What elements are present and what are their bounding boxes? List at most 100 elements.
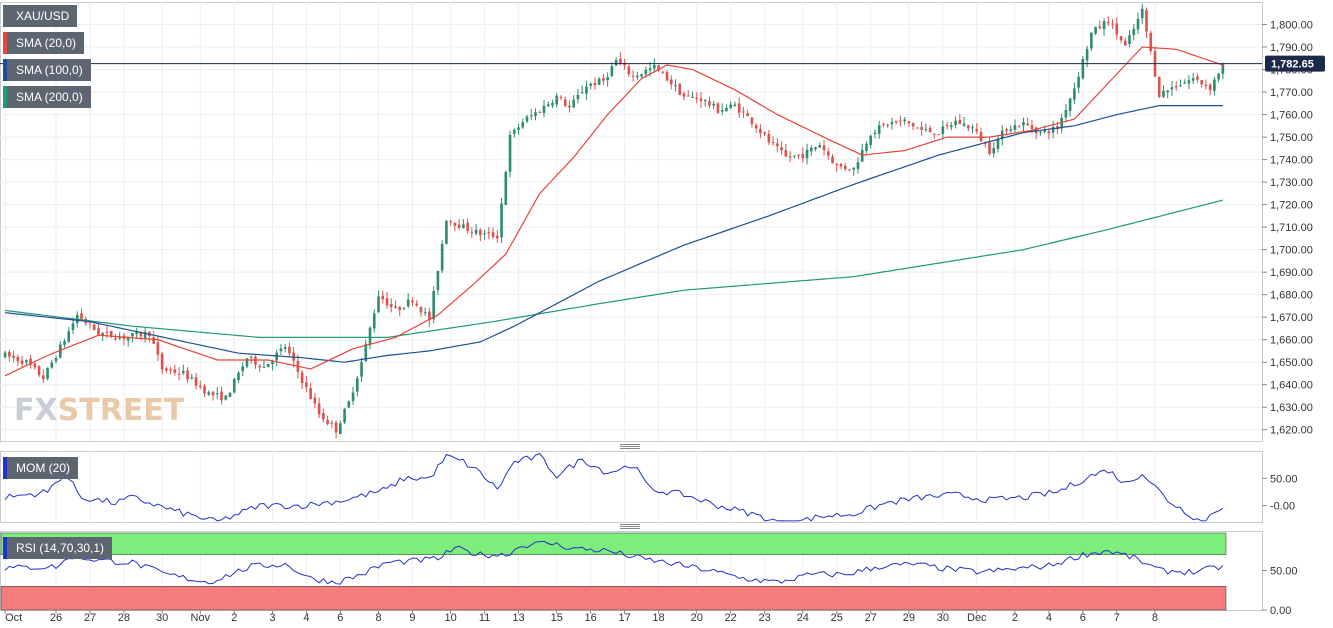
- candle-up: [542, 105, 546, 113]
- candle-up: [241, 366, 245, 372]
- x-tick-label: 20: [691, 612, 703, 624]
- legend-sma100[interactable]: SMA (100,0): [3, 59, 91, 81]
- price-tick-label: 1,660.00: [1270, 335, 1313, 347]
- candle-up: [992, 148, 996, 154]
- x-tick-label: 30: [937, 612, 949, 624]
- candle-down: [487, 232, 491, 234]
- candle-up: [869, 135, 873, 145]
- candle-up: [1221, 63, 1225, 74]
- candle-up: [733, 104, 737, 106]
- panel-resize-handle-2[interactable]: [620, 524, 640, 529]
- candle-up: [483, 233, 486, 235]
- candle-up: [521, 122, 525, 128]
- candle-up: [67, 331, 71, 342]
- candle-down: [186, 370, 189, 380]
- candle-up: [962, 123, 966, 126]
- x-tick-label: 15: [551, 612, 563, 624]
- rsi-overbought-zone: [0, 532, 1227, 555]
- candle-down: [29, 358, 32, 365]
- x-tick-label: 4: [303, 612, 309, 624]
- panel-resize-handle-1[interactable]: [620, 444, 640, 449]
- candle-up: [890, 122, 894, 125]
- candle-down: [198, 385, 202, 387]
- candle-down: [139, 332, 143, 337]
- candle-up: [364, 343, 368, 362]
- candle-down: [797, 154, 800, 156]
- candle-down: [466, 222, 469, 231]
- candle-down: [1026, 123, 1030, 126]
- candle-down: [1157, 76, 1161, 98]
- candle-down: [92, 324, 96, 330]
- legend-sma200[interactable]: SMA (200,0): [3, 86, 91, 108]
- x-tick-label: 8: [375, 612, 381, 624]
- candle-up: [266, 363, 270, 368]
- price-tick-label: 1,700.00: [1270, 245, 1313, 257]
- price-tick-label: 1,790.00: [1270, 42, 1313, 54]
- candle-down: [754, 125, 758, 129]
- candle-down: [97, 328, 100, 335]
- candle-down: [105, 331, 109, 333]
- candle-down: [835, 164, 839, 166]
- x-tick-label: 27: [84, 612, 96, 624]
- candle-down: [1030, 125, 1034, 129]
- candle-down: [37, 366, 41, 376]
- candle-up: [445, 220, 448, 244]
- candle-up: [71, 323, 75, 330]
- candle-up: [512, 129, 516, 134]
- candle-up: [729, 104, 732, 108]
- legend-mom-label: MOM (20): [16, 461, 70, 475]
- candle-up: [406, 299, 410, 307]
- candle-up: [856, 162, 860, 169]
- candle-down: [916, 127, 919, 129]
- candle-down: [602, 78, 605, 81]
- candle-up: [377, 296, 380, 313]
- candle-down: [657, 65, 660, 71]
- candle-up: [1081, 58, 1085, 79]
- candle-up: [614, 60, 618, 66]
- legend-mom[interactable]: MOM (20): [3, 457, 78, 479]
- candle-up: [551, 102, 554, 106]
- candle-up: [809, 147, 813, 152]
- candle-down: [678, 83, 682, 95]
- candle-up: [207, 392, 211, 395]
- legend-sma20[interactable]: SMA (20,0): [3, 32, 85, 54]
- candle-down: [156, 342, 160, 355]
- candle-down: [746, 113, 749, 117]
- rsi-tick-label: 50.00: [1270, 566, 1298, 578]
- x-tick-label: 10: [445, 612, 457, 624]
- price-tick-label: 1,680.00: [1270, 290, 1313, 302]
- candle-down: [322, 413, 325, 420]
- candle-down: [933, 133, 936, 135]
- price-tick-label: 1,740.00: [1270, 155, 1313, 167]
- candle-up: [1073, 88, 1076, 100]
- candle-up: [691, 96, 694, 98]
- candle-up: [237, 372, 240, 381]
- x-tick-label: Oct: [5, 612, 22, 624]
- candle-up: [500, 203, 503, 238]
- candle-down: [843, 165, 847, 169]
- candle-up: [423, 312, 427, 314]
- candle-down: [449, 221, 452, 223]
- candle-down: [928, 127, 932, 133]
- x-tick-label: 18: [652, 612, 664, 624]
- candle-down: [1098, 26, 1102, 29]
- x-tick-label: 2: [1012, 612, 1018, 624]
- candle-up: [1128, 35, 1131, 44]
- candle-down: [699, 98, 703, 102]
- x-tick-label: 28: [118, 612, 130, 624]
- legend-rsi[interactable]: RSI (14,70,30,1): [3, 537, 113, 559]
- x-tick-label: 7: [1114, 612, 1120, 624]
- candle-down: [1017, 126, 1021, 128]
- candle-down: [826, 151, 830, 156]
- candle-down: [419, 306, 423, 313]
- legend-symbol[interactable]: XAU/USD: [3, 5, 78, 27]
- candle-up: [1060, 117, 1063, 129]
- candle-up: [1077, 76, 1080, 88]
- candle-up: [1213, 79, 1216, 91]
- candle-up: [46, 367, 49, 379]
- x-tick-label: 26: [50, 612, 62, 624]
- candle-up: [1183, 82, 1187, 84]
- candle-down: [958, 119, 962, 125]
